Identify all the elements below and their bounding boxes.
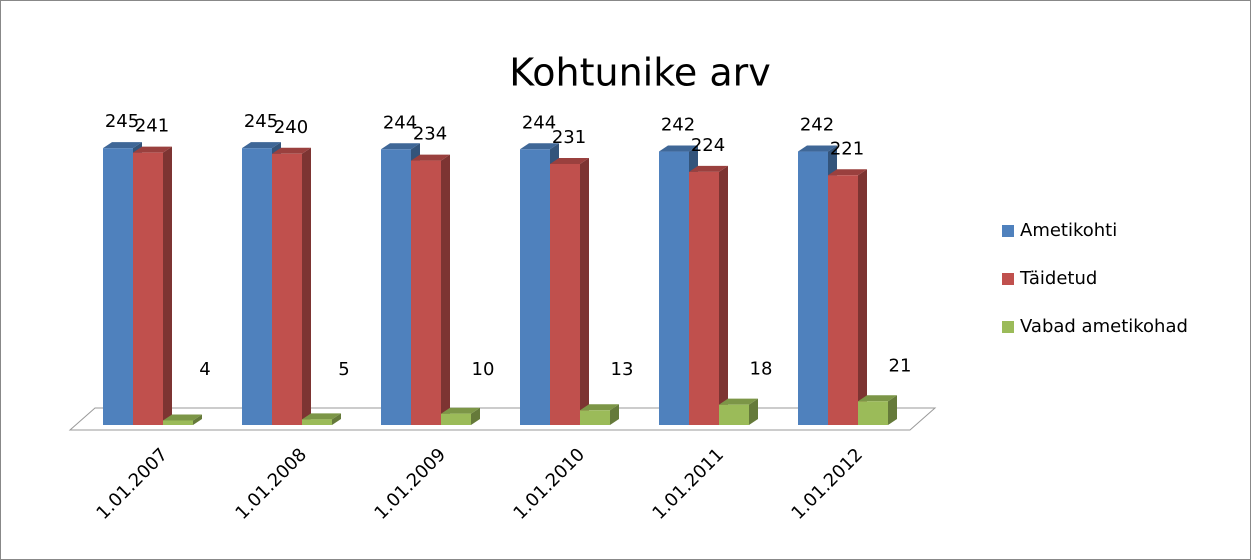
data-label: 242 bbox=[661, 115, 695, 136]
bar-side bbox=[332, 413, 341, 425]
chart-title: Kohtunike arv bbox=[509, 51, 771, 95]
bar-top bbox=[858, 395, 897, 402]
bar bbox=[272, 147, 311, 426]
bar-front bbox=[689, 171, 719, 425]
bar-front bbox=[520, 149, 550, 425]
bar-top bbox=[133, 146, 172, 153]
data-label: 241 bbox=[135, 116, 169, 137]
bar-top bbox=[103, 142, 142, 149]
legend-label: Ametikohti bbox=[1020, 220, 1117, 241]
bar-top bbox=[580, 404, 619, 411]
data-label: 231 bbox=[552, 127, 586, 148]
data-label: 244 bbox=[522, 112, 556, 133]
bar-front bbox=[272, 153, 302, 426]
bar-side bbox=[610, 404, 619, 425]
legend-label: Vabad ametikohad bbox=[1020, 316, 1188, 337]
bar-front bbox=[828, 175, 858, 425]
bar-front bbox=[580, 410, 610, 425]
data-label: 18 bbox=[750, 359, 773, 380]
data-label: 13 bbox=[611, 359, 634, 380]
bar-front bbox=[659, 151, 689, 426]
bar-front bbox=[858, 401, 888, 425]
data-label: 21 bbox=[889, 355, 912, 376]
bar bbox=[441, 407, 480, 425]
bar-top bbox=[719, 398, 758, 405]
bar-front bbox=[719, 404, 749, 425]
bar-front bbox=[242, 148, 272, 425]
bar-top bbox=[441, 407, 480, 414]
data-label: 242 bbox=[800, 115, 834, 136]
bar-top bbox=[659, 145, 698, 152]
legend-label: Täidetud bbox=[1019, 268, 1097, 289]
bar-side bbox=[719, 165, 728, 425]
legend-swatch bbox=[1002, 321, 1014, 333]
bar-side bbox=[163, 146, 172, 426]
bar-top bbox=[689, 165, 728, 172]
bar-side bbox=[580, 157, 589, 425]
bar-side bbox=[302, 147, 311, 426]
bar bbox=[719, 398, 758, 425]
data-label: 234 bbox=[413, 124, 447, 145]
bar-top bbox=[520, 143, 559, 150]
bar-top bbox=[242, 142, 281, 149]
bar-front bbox=[103, 148, 133, 425]
data-label: 4 bbox=[199, 359, 210, 380]
bar bbox=[550, 157, 589, 425]
data-label: 244 bbox=[383, 112, 417, 133]
bar-top bbox=[550, 157, 589, 164]
bar-top bbox=[302, 413, 341, 420]
bar-side bbox=[471, 407, 480, 425]
bar bbox=[689, 165, 728, 425]
legend-swatch bbox=[1002, 273, 1014, 285]
bar-front bbox=[441, 413, 471, 425]
bar bbox=[302, 413, 341, 425]
bar-side bbox=[888, 395, 897, 425]
bar bbox=[411, 154, 450, 425]
bar-top bbox=[381, 143, 420, 150]
data-label: 224 bbox=[691, 135, 725, 156]
bar-top bbox=[163, 414, 202, 421]
bar-front bbox=[411, 160, 441, 425]
bar bbox=[163, 414, 202, 425]
bar-side bbox=[749, 398, 758, 425]
data-label: 240 bbox=[274, 117, 308, 138]
bar-front bbox=[798, 151, 828, 426]
data-label: 221 bbox=[830, 138, 864, 159]
bar-front bbox=[163, 420, 193, 425]
bar-side bbox=[441, 154, 450, 425]
bar-top bbox=[798, 145, 837, 152]
data-label: 10 bbox=[472, 359, 495, 380]
bar-side bbox=[193, 414, 202, 425]
data-label: 245 bbox=[105, 111, 139, 132]
data-label: 245 bbox=[244, 111, 278, 132]
legend-swatch bbox=[1002, 225, 1014, 237]
bar-front bbox=[381, 149, 411, 425]
bar-front bbox=[133, 152, 163, 426]
bar-side bbox=[858, 169, 867, 425]
bar-top bbox=[411, 154, 450, 161]
data-label: 5 bbox=[338, 359, 349, 380]
bar-top bbox=[828, 169, 867, 176]
bar bbox=[858, 395, 897, 425]
bar-front bbox=[302, 419, 332, 425]
bar bbox=[133, 146, 172, 426]
bar-front bbox=[550, 163, 580, 425]
bar bbox=[828, 169, 867, 425]
bar-top bbox=[272, 147, 311, 154]
bar bbox=[580, 404, 619, 425]
